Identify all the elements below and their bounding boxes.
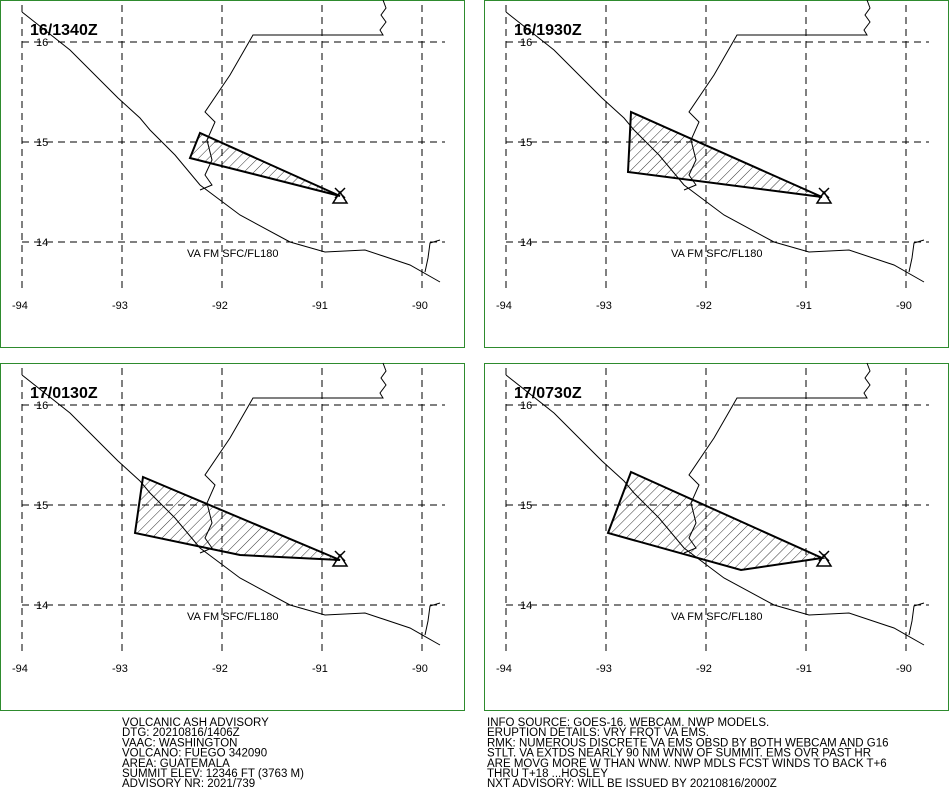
valid-time: 16/1340Z [30,22,98,39]
advisory-line: VOLCANO: FUEGO 342090 [122,748,267,760]
lon-label: -92 [696,300,712,312]
advisory-line: ARE MOVG MORE W THAN WNW. NWP MDLS FCST … [487,758,887,770]
lon-label: -94 [12,300,28,312]
volcano-symbol [331,187,349,204]
lat-label: 16 [520,400,532,412]
map-panel: 16 15 14 -94 -93 -92 -91 -90 VA FM SFC/FL180 17/0… [0,362,465,711]
lat-label: 16 [36,37,48,49]
lat-label: 14 [36,600,48,612]
layer-label: VA FM SFC/FL180 [671,248,763,260]
lat-label: 16 [520,37,532,49]
advisory-line: STLT. VA EXTDS NEARLY 90 NM WNW OF SUMMI… [487,748,871,760]
lon-label: -94 [496,300,512,312]
advisory-line: ERUPTION DETAILS: VRY FRQT VA EMS. [487,727,709,739]
lon-label: -93 [112,300,128,312]
border [424,239,441,273]
lat-label: 14 [520,600,532,612]
advisory-line: VAAC: WASHINGTON [122,737,237,749]
lat-label: 14 [36,237,48,249]
layer-label: VA FM SFC/FL180 [187,248,279,260]
advisory-line: RMK: NUMEROUS DISCRETE VA EMS OBSD BY BO… [487,737,889,749]
lon-label: -90 [896,300,912,312]
advisory-line: AREA: GUATEMALA [122,758,230,770]
advisory-line: ADVISORY NR: 2021/739 [122,778,255,790]
lon-label: -90 [412,300,428,312]
valid-time: 17/0730Z [514,385,582,402]
ash-area [133,475,341,561]
lon-label: -93 [596,663,612,675]
coastline [21,374,441,646]
lat-label: 15 [520,500,532,512]
lat-label: 15 [36,500,48,512]
volcano-symbol [815,550,833,567]
map-panel: 16 15 14 -94 -93 -92 -91 -90 VA FM SFC/FL180 17/0… [484,362,949,711]
advisory-line: DTG: 20210816/1406Z [122,727,240,739]
lat-label: 15 [36,137,48,149]
lon-label: -91 [312,663,328,675]
lon-label: -92 [696,663,712,675]
coastline [505,11,925,283]
lon-label: -91 [312,300,328,312]
lon-label: -91 [796,300,812,312]
lat-label: 14 [520,237,532,249]
lon-label: -93 [112,663,128,675]
coastline [21,11,441,283]
lon-label: -90 [896,663,912,675]
border [908,602,925,636]
valid-time: 16/1930Z [514,22,582,39]
lat-label: 16 [36,400,48,412]
lon-label: -93 [596,300,612,312]
volcano-symbol [331,550,349,567]
advisory-line: VOLCANIC ASH ADVISORY [122,717,269,729]
lon-label: -92 [212,663,228,675]
lon-label: -94 [12,663,28,675]
map-panel: 16 15 14 -94 -93 -92 -91 -90 VA FM SFC/FL180 16/1… [0,0,465,348]
ash-area [626,110,823,198]
ash-area [606,470,826,572]
advisory-line: INFO SOURCE: GOES-16. WEBCAM. NWP MODELS… [487,717,769,729]
lon-label: -92 [212,300,228,312]
advisory-line: SUMMIT ELEV: 12346 FT (3763 M) [122,768,304,780]
panel-frame [484,363,949,711]
layer-label: VA FM SFC/FL180 [671,611,763,623]
valid-time: 17/0130Z [30,385,98,402]
border [199,0,387,191]
panel-frame [484,0,949,348]
lon-label: -94 [496,663,512,675]
lon-label: -90 [412,663,428,675]
panel-frame [0,0,465,348]
volcano-symbol [815,187,833,204]
advisory-line: THRU T+18 ...HOSLEY [487,768,608,780]
ash-area [188,131,341,197]
map-panel: 16 15 14 -94 -93 -92 -91 -90 VA FM SFC/FL180 16/1… [484,0,949,348]
border [908,239,925,273]
panel-frame [0,363,465,711]
advisory-line: NXT ADVISORY: WILL BE ISSUED BY 20210816… [487,778,777,790]
lat-label: 15 [520,137,532,149]
border [424,602,441,636]
layer-label: VA FM SFC/FL180 [187,611,279,623]
lon-label: -91 [796,663,812,675]
